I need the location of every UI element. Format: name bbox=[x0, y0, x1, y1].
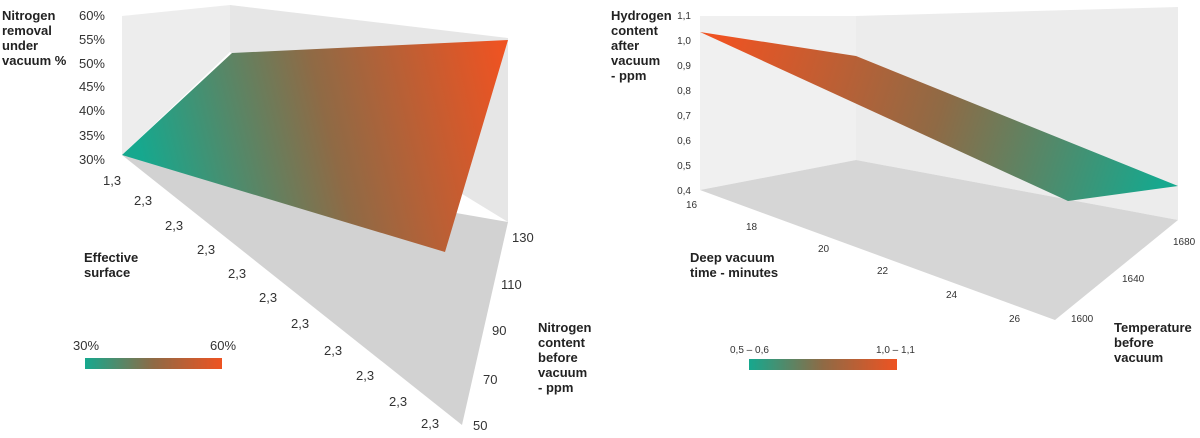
right-y-tick: 0,7 bbox=[677, 111, 691, 122]
left-z-ticks: 130 110 90 70 50 bbox=[473, 230, 534, 433]
left-legend-max-label: 60% bbox=[210, 338, 236, 353]
right-z-title-line: vacuum bbox=[1114, 350, 1163, 365]
right-x-ticks: 16 18 20 22 24 26 bbox=[686, 200, 1021, 325]
left-x-tick: 2,3 bbox=[165, 218, 183, 233]
chart-right: Hydrogen content after vacuum - ppm 1,1 … bbox=[611, 7, 1196, 370]
left-z-tick: 110 bbox=[501, 277, 522, 292]
right-legend-gradient bbox=[749, 359, 897, 370]
right-x-tick: 22 bbox=[877, 266, 889, 277]
right-x-tick: 18 bbox=[746, 222, 758, 233]
right-floor bbox=[700, 160, 1178, 320]
right-legend: 0,5 – 0,6 1,0 – 1,1 bbox=[730, 345, 915, 370]
left-x-axis-title: Effective surface bbox=[84, 250, 142, 280]
left-y-axis-title: Nitrogen removal under vacuum % bbox=[2, 8, 67, 68]
left-x-tick: 2,3 bbox=[356, 368, 374, 383]
left-x-tick: 2,3 bbox=[228, 266, 246, 281]
left-z-title-line: Nitrogen bbox=[538, 320, 592, 335]
chart-left: Nitrogen removal under vacuum % 60% 55% … bbox=[2, 5, 595, 433]
right-x-title-line: time - minutes bbox=[690, 265, 778, 280]
right-y-title-line: - ppm bbox=[611, 68, 646, 83]
left-y-title-line: under bbox=[2, 38, 38, 53]
left-x-tick: 2,3 bbox=[421, 416, 439, 431]
left-x-tick: 2,3 bbox=[197, 242, 215, 257]
left-x-tick: 2,3 bbox=[324, 343, 342, 358]
right-y-tick: 0,5 bbox=[677, 161, 691, 172]
right-z-title-line: Temperature bbox=[1114, 320, 1192, 335]
left-z-title-line: before bbox=[538, 350, 578, 365]
left-y-tick: 60% bbox=[79, 8, 105, 23]
right-surface bbox=[700, 32, 1178, 201]
right-y-tick: 1,1 bbox=[677, 11, 691, 22]
right-z-title-line: before bbox=[1114, 335, 1154, 350]
left-x-tick: 2,3 bbox=[134, 193, 152, 208]
right-y-title-line: vacuum bbox=[611, 53, 660, 68]
right-x-tick: 16 bbox=[686, 200, 698, 211]
right-legend-min-label: 0,5 – 0,6 bbox=[730, 345, 769, 356]
right-y-tick: 0,6 bbox=[677, 136, 691, 147]
right-y-ticks: 1,1 1,0 0,9 0,8 0,7 0,6 0,5 0,4 bbox=[677, 11, 691, 197]
left-y-title-line: vacuum % bbox=[2, 53, 67, 68]
right-y-axis-title: Hydrogen content after vacuum - ppm bbox=[611, 8, 675, 83]
left-z-tick: 50 bbox=[473, 418, 487, 433]
right-x-title-line: Deep vacuum bbox=[690, 250, 775, 265]
right-y-tick: 0,4 bbox=[677, 186, 691, 197]
left-surface bbox=[122, 40, 508, 252]
right-z-axis-title: Temperature before vacuum bbox=[1114, 320, 1195, 365]
left-y-tick: 55% bbox=[79, 32, 105, 47]
left-x-title-line: surface bbox=[84, 265, 130, 280]
left-legend-gradient bbox=[85, 358, 222, 369]
right-y-tick: 0,8 bbox=[677, 86, 691, 97]
right-x-tick: 24 bbox=[946, 290, 958, 301]
right-z-ticks: 1680 1640 1600 bbox=[1071, 237, 1196, 325]
left-legend-min-label: 30% bbox=[73, 338, 99, 353]
left-z-tick: 70 bbox=[483, 372, 497, 387]
left-x-tick: 2,3 bbox=[389, 394, 407, 409]
left-x-tick: 2,3 bbox=[291, 316, 309, 331]
right-legend-max-label: 1,0 – 1,1 bbox=[876, 345, 915, 356]
right-x-tick: 26 bbox=[1009, 314, 1021, 325]
left-y-title-line: removal bbox=[2, 23, 52, 38]
left-z-axis-title: Nitrogen content before vacuum - ppm bbox=[538, 320, 595, 395]
left-z-title-line: content bbox=[538, 335, 586, 350]
right-y-title-line: content bbox=[611, 23, 659, 38]
right-y-tick: 1,0 bbox=[677, 36, 691, 47]
right-z-tick: 1640 bbox=[1122, 274, 1145, 285]
right-y-title-line: Hydrogen bbox=[611, 8, 672, 23]
right-y-tick: 0,9 bbox=[677, 61, 691, 72]
left-legend: 30% 60% bbox=[73, 338, 236, 369]
left-y-tick: 30% bbox=[79, 152, 105, 167]
left-z-title-line: vacuum bbox=[538, 365, 587, 380]
left-y-tick: 45% bbox=[79, 79, 105, 94]
left-x-ticks: 1,3 2,3 2,3 2,3 2,3 2,3 2,3 2,3 2,3 2,3 … bbox=[103, 173, 439, 431]
right-x-tick: 20 bbox=[818, 244, 830, 255]
left-y-tick: 40% bbox=[79, 103, 105, 118]
right-z-tick: 1600 bbox=[1071, 314, 1094, 325]
right-x-axis-title: Deep vacuum time - minutes bbox=[690, 250, 778, 280]
right-y-title-line: after bbox=[611, 38, 639, 53]
right-z-tick: 1680 bbox=[1173, 237, 1196, 248]
left-z-tick: 90 bbox=[492, 323, 506, 338]
left-y-ticks: 60% 55% 50% 45% 40% 35% 30% bbox=[79, 8, 105, 167]
left-back-wall bbox=[122, 5, 230, 155]
left-z-tick: 130 bbox=[512, 230, 534, 245]
left-z-title-line: - ppm bbox=[538, 380, 573, 395]
left-y-title-line: Nitrogen bbox=[2, 8, 56, 23]
left-y-tick: 35% bbox=[79, 128, 105, 143]
left-x-title-line: Effective bbox=[84, 250, 138, 265]
left-y-tick: 50% bbox=[79, 56, 105, 71]
left-x-tick: 1,3 bbox=[103, 173, 121, 188]
left-x-tick: 2,3 bbox=[259, 290, 277, 305]
